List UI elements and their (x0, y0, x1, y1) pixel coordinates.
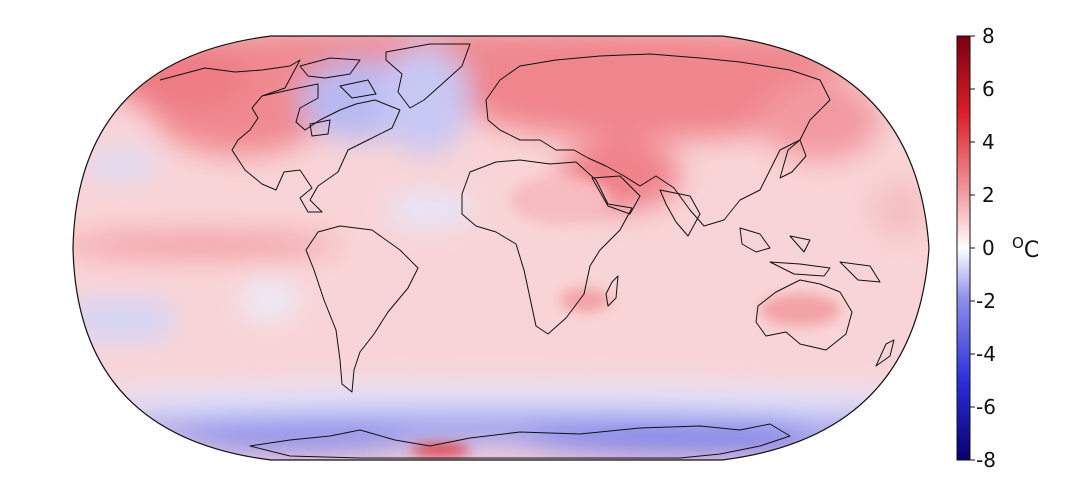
anomaly-blobs (73, 36, 929, 456)
japan-outline (779, 139, 807, 179)
colorbar-tick-label: -4 (976, 342, 996, 366)
arabia-india-outline (591, 175, 701, 237)
madagascar-outline (605, 275, 619, 307)
globe-outline (72, 35, 930, 461)
map-field (73, 36, 929, 460)
local-anomalies (410, 176, 840, 456)
australia-outline (755, 279, 853, 351)
colorbar-tick-label: 2 (982, 183, 995, 207)
africa-outline (461, 159, 633, 335)
colorbar: 8 6 4 2 0 -2 -4 -6 -8 OC (956, 24, 1039, 472)
colorbar-tick-label: -8 (976, 448, 996, 472)
coastlines (159, 43, 895, 459)
arctic-islands-outline (299, 57, 377, 137)
unit-letter: C (1024, 238, 1039, 263)
colorbar-tick-label: -2 (976, 289, 996, 313)
colorbar-tick-label: 6 (982, 77, 995, 101)
south-america-outline (305, 225, 419, 393)
colorbar-tick-label: 0 (982, 236, 995, 260)
colorbar-ticks: 8 6 4 2 0 -2 -4 -6 -8 (970, 24, 996, 472)
colorbar-gradient (956, 35, 971, 461)
greenland-outline (385, 43, 471, 109)
eurasia-outline (485, 53, 831, 227)
southeast-asia-outline (739, 227, 881, 283)
colorbar-unit-label: OC (1012, 234, 1039, 263)
new-zealand-outline (875, 339, 895, 367)
colorbar-tick-label: -6 (976, 395, 996, 419)
colorbar-tick-label: 8 (982, 24, 995, 48)
unit-degree-symbol: O (1012, 234, 1024, 252)
antarctica-outline (249, 423, 791, 459)
colorbar-tick-label: 4 (982, 130, 995, 154)
north-america-outline (159, 59, 401, 213)
